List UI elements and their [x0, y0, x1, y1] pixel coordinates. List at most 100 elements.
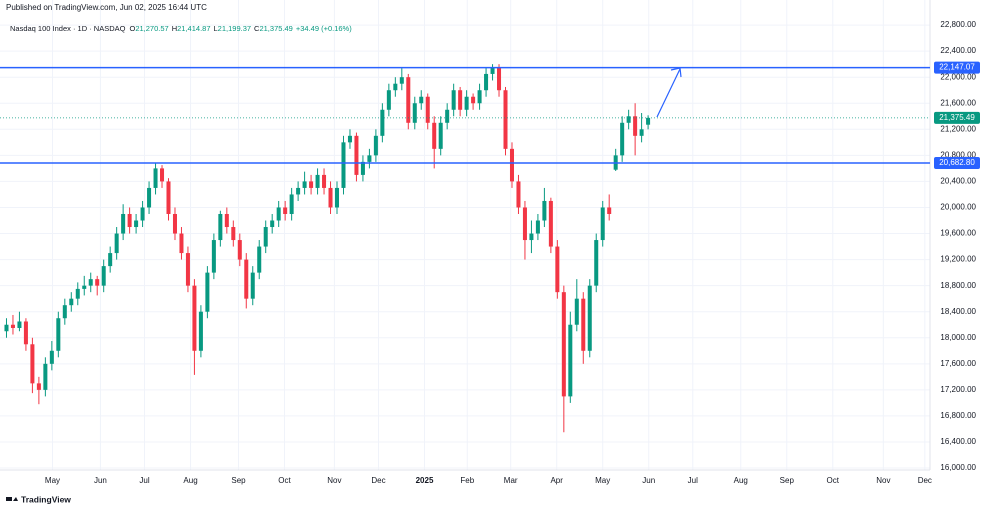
y-tick-label: 18,800.00 — [940, 281, 976, 290]
candle-body — [322, 174, 327, 188]
candle-body — [160, 168, 165, 182]
legend: Nasdaq 100 Index · 1D · NASDAQ O21,270.57… — [10, 24, 352, 33]
candle-body — [75, 288, 80, 299]
candle-body — [283, 207, 288, 214]
candle-body — [464, 96, 469, 110]
x-tick-label: Jun — [642, 476, 655, 485]
candle-body — [69, 298, 74, 306]
y-tick-label: 16,400.00 — [940, 437, 976, 446]
ohlc-prefix: H — [172, 24, 177, 33]
y-tick-label: 22,000.00 — [940, 72, 976, 81]
candle-body — [646, 117, 651, 125]
ohlc-prefix: L — [214, 24, 218, 33]
candle-body — [347, 135, 352, 143]
candle-body — [185, 253, 190, 286]
candle-body — [406, 77, 411, 123]
candle-body — [497, 67, 502, 91]
x-tick-label: Nov — [327, 476, 341, 485]
y-tick-label: 17,200.00 — [940, 385, 976, 394]
candle-body — [237, 240, 242, 260]
candle-body — [600, 207, 605, 241]
candle-body — [516, 181, 521, 208]
candle-body — [289, 194, 294, 214]
candle-body — [445, 109, 450, 123]
x-tick-label: Aug — [183, 476, 197, 485]
x-tick-label: Apr — [550, 476, 563, 485]
y-tick-label: 18,400.00 — [940, 307, 976, 316]
y-tick-label: 21,200.00 — [940, 124, 976, 133]
y-tick-label: 22,800.00 — [940, 20, 976, 29]
candle-body — [542, 200, 547, 221]
candle-body — [328, 187, 333, 208]
candle-body — [4, 324, 9, 332]
ohlc-value: 21,375.49 — [259, 24, 292, 33]
candle-body — [509, 148, 514, 182]
ohlc-prefix: O — [129, 24, 135, 33]
candle-body — [211, 240, 216, 273]
candle-body — [257, 246, 262, 273]
candle-body — [30, 344, 35, 384]
x-tick-label: 2025 — [416, 476, 434, 485]
x-tick-label: Aug — [734, 476, 748, 485]
candle-body — [490, 67, 495, 74]
y-tick-label: 20,400.00 — [940, 177, 976, 186]
candle-body — [639, 129, 644, 136]
y-tick-label: 21,600.00 — [940, 98, 976, 107]
x-tick-label: Mar — [504, 476, 518, 485]
candle-body — [438, 122, 443, 149]
price-label: 20,682.80 — [939, 158, 975, 167]
price-label-box — [934, 111, 980, 124]
candle-body — [548, 200, 553, 247]
candle-body — [315, 174, 320, 188]
candle-body — [205, 272, 210, 312]
y-tick-label: 19,600.00 — [940, 229, 976, 238]
candle-body — [49, 350, 54, 364]
footer: TradingView — [21, 494, 71, 504]
footer-logo: TradingView — [6, 494, 71, 504]
candle-body — [620, 122, 625, 156]
candle-body — [17, 321, 22, 328]
candle-body — [587, 285, 592, 351]
candle-body — [380, 109, 385, 136]
logo — [6, 497, 12, 501]
price-label-box — [934, 61, 980, 74]
arrow — [656, 68, 681, 118]
x-tick-label: Feb — [460, 476, 474, 485]
candle-body — [179, 233, 184, 254]
candle-body — [354, 135, 359, 175]
candle-body — [140, 207, 145, 221]
x-tick-label: Dec — [918, 476, 932, 485]
candle-body — [555, 246, 560, 293]
price-label: 21,375.49 — [939, 113, 975, 122]
candle-body — [432, 122, 437, 149]
candle-body — [451, 90, 456, 110]
candle-body — [43, 363, 48, 390]
candle-body — [218, 213, 223, 241]
x-tick-label: Jun — [94, 476, 107, 485]
x-tick-label: May — [595, 476, 610, 485]
y-tick-label: 20,000.00 — [940, 203, 976, 212]
ohlc-prefix: C — [254, 24, 260, 33]
y-tick-label: 16,800.00 — [940, 411, 976, 420]
x-tick-label: Oct — [278, 476, 291, 485]
candle-body — [425, 96, 430, 123]
candle-body — [263, 227, 268, 247]
candle-body — [529, 233, 534, 241]
change: +34.49 (+0.16%) — [296, 24, 352, 33]
y-tick-label: 18,000.00 — [940, 333, 976, 342]
candle-body — [108, 253, 113, 267]
candle-body — [581, 298, 586, 351]
price-label: 22,147.07 — [939, 63, 975, 72]
candle-body — [309, 181, 314, 188]
candle-body — [276, 207, 281, 221]
candle-body — [522, 207, 527, 241]
candle-body — [166, 181, 171, 214]
ohlc-value: 21,270.57 — [135, 24, 168, 33]
candle-body — [296, 187, 301, 195]
candle-body — [127, 213, 132, 228]
candle-body — [373, 135, 378, 156]
candle-body — [244, 259, 249, 299]
candle-body — [10, 324, 15, 328]
